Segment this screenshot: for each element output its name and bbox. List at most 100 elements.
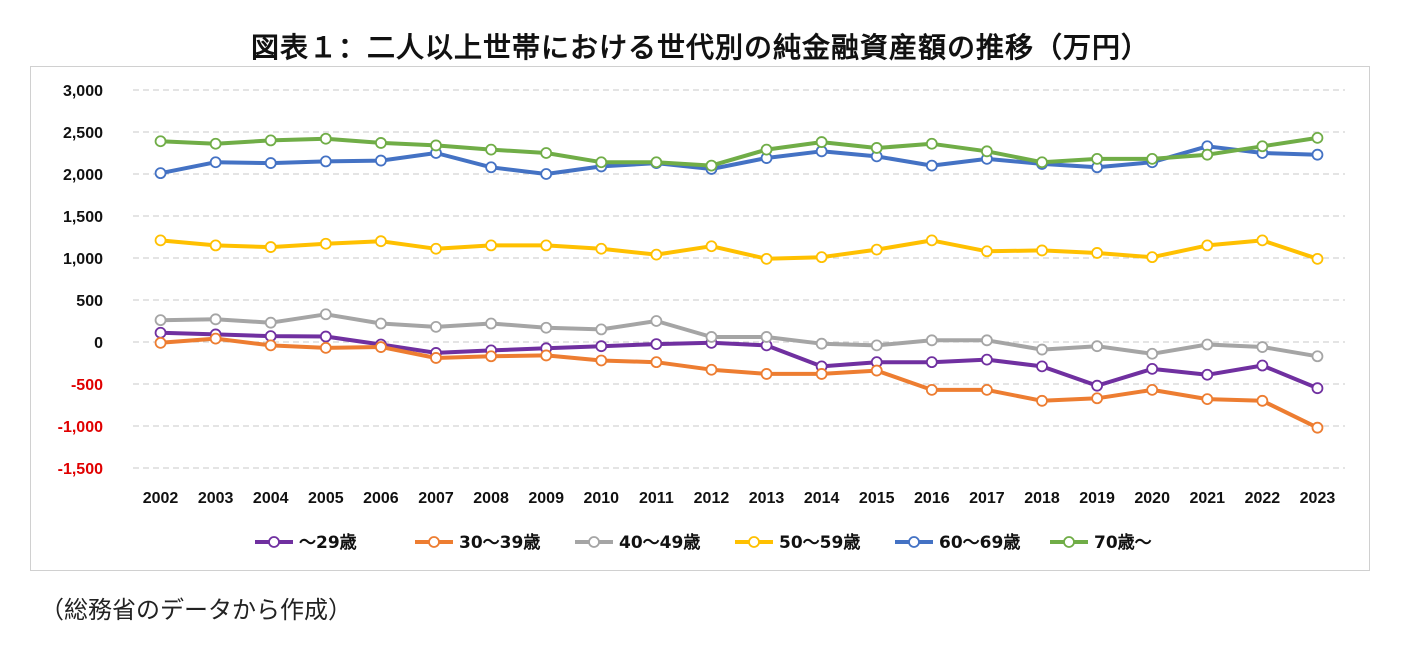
data-point <box>815 251 828 264</box>
data-point <box>209 239 222 252</box>
legend-marker <box>1063 536 1075 548</box>
data-point <box>1146 383 1159 396</box>
data-point <box>1311 252 1324 265</box>
data-point <box>485 350 497 363</box>
data-point <box>925 383 938 396</box>
data-point <box>1311 382 1324 395</box>
legend-label: 70歳～ <box>1094 532 1152 553</box>
data-point <box>815 136 828 148</box>
data-point <box>430 242 442 255</box>
data-point <box>650 156 663 169</box>
data-point <box>705 331 718 343</box>
data-point <box>264 339 277 352</box>
data-point <box>981 383 993 396</box>
data-point <box>650 248 663 261</box>
legend-label: 60～69歳 <box>939 532 1020 553</box>
data-point <box>319 330 332 343</box>
data-point <box>1146 362 1159 375</box>
data-point <box>154 336 167 349</box>
y-tick-label: -1,500 <box>58 461 103 478</box>
series-5 <box>154 131 1324 172</box>
series-2 <box>154 308 1324 363</box>
data-point <box>540 168 553 180</box>
legend-marker <box>588 536 600 548</box>
data-point <box>375 317 387 330</box>
x-axis-ticks: 2002 2003 2004 2005 2006 2007 2008 2009 2010 2011… <box>143 490 1336 507</box>
data-point <box>1091 379 1103 392</box>
data-point <box>154 234 167 247</box>
data-point <box>1091 392 1103 405</box>
x-tick-label: 2012 <box>694 490 730 507</box>
data-point <box>209 332 222 345</box>
data-point <box>1146 152 1159 165</box>
y-tick-label: 1,000 <box>63 251 103 268</box>
data-point <box>1036 156 1048 169</box>
data-point <box>760 143 773 156</box>
y-tick-label: 2,500 <box>63 125 103 142</box>
legend-marker <box>748 536 760 548</box>
data-point <box>319 237 332 250</box>
data-point <box>264 241 277 253</box>
legend-item: 50～59歳 <box>735 532 860 553</box>
x-tick-label: 2017 <box>969 490 1005 507</box>
data-point <box>650 315 663 327</box>
data-point <box>870 339 883 352</box>
x-tick-label: 2021 <box>1189 490 1225 507</box>
data-point <box>595 242 608 255</box>
data-point <box>981 245 993 258</box>
data-point <box>705 240 718 253</box>
y-tick-label: -500 <box>71 377 103 394</box>
data-point <box>319 341 332 354</box>
chart-frame <box>30 66 1370 571</box>
data-point <box>1091 247 1103 259</box>
y-tick-label: 500 <box>76 293 103 310</box>
data-point <box>1036 394 1048 407</box>
legend-item: ～29歳 <box>255 532 357 553</box>
data-point <box>375 154 387 167</box>
legend-label: ～29歳 <box>299 532 357 553</box>
series-line <box>160 135 1318 168</box>
data-point <box>1256 140 1269 153</box>
data-point <box>1036 244 1048 257</box>
gridlines <box>133 89 1345 469</box>
data-point <box>1091 340 1103 353</box>
data-point <box>1311 350 1324 363</box>
data-point <box>319 308 332 321</box>
data-point <box>1256 394 1269 407</box>
series-line <box>160 238 1319 261</box>
data-point <box>1146 251 1159 264</box>
legend-item: 60～69歳 <box>895 532 1020 553</box>
data-point <box>760 368 773 380</box>
x-tick-label: 2022 <box>1245 490 1281 507</box>
data-point <box>430 139 442 152</box>
data-point <box>870 142 883 154</box>
data-point <box>925 234 938 247</box>
x-tick-label: 2003 <box>198 490 234 507</box>
data-point <box>815 368 828 380</box>
data-point <box>705 363 718 376</box>
data-point <box>760 331 773 343</box>
data-point <box>595 354 608 367</box>
legend-marker <box>428 536 440 548</box>
x-tick-label: 2016 <box>914 490 950 507</box>
data-point <box>870 364 883 377</box>
data-point <box>925 356 938 369</box>
data-point <box>375 341 387 353</box>
series-line <box>160 144 1318 176</box>
data-point <box>1256 234 1269 247</box>
x-tick-label: 2020 <box>1134 490 1170 507</box>
chart-title: 図表１：二人以上世帯における世代別の純金融資産額の推移（万円） <box>250 31 1150 64</box>
data-point <box>540 321 553 334</box>
x-tick-label: 2018 <box>1024 490 1060 507</box>
data-point <box>981 145 993 158</box>
x-tick-label: 2014 <box>804 490 840 507</box>
data-point <box>1201 393 1214 406</box>
data-point <box>264 134 277 147</box>
legend: ～29歳 30～39歳 40～49歳 50～59歳 60～69歳 70歳～ <box>255 532 1152 553</box>
x-tick-label: 2009 <box>528 490 564 507</box>
series-line <box>160 330 1319 391</box>
series-3 <box>154 234 1324 265</box>
x-tick-label: 2005 <box>308 490 344 507</box>
data-point <box>485 143 497 156</box>
